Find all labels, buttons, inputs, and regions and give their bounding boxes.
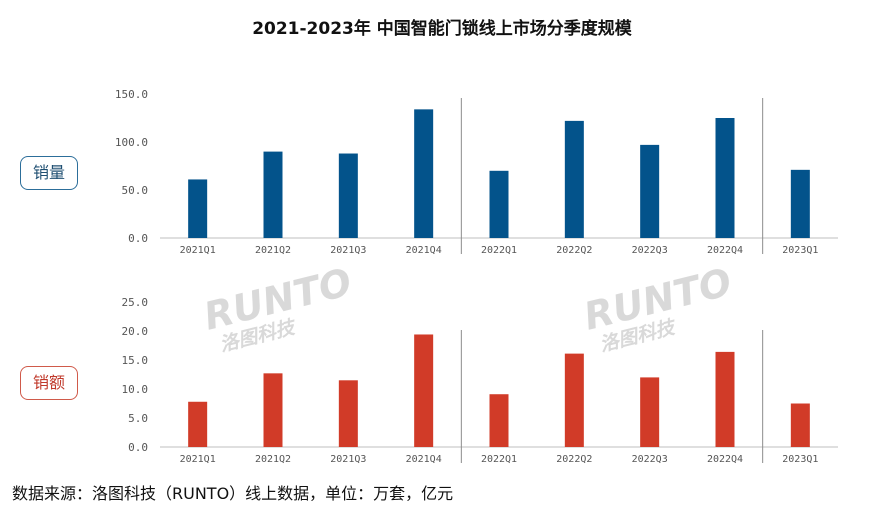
revenue-label: 销额 (20, 366, 78, 400)
bar-2022q4 (715, 118, 735, 238)
bar-2022q3 (640, 377, 660, 447)
y-tick-label: 25.0 (122, 296, 149, 309)
bar-2022q1 (489, 394, 509, 447)
x-tick-label: 2023Q1 (782, 245, 818, 256)
chart-title: 2021-2023年 中国智能门锁线上市场分季度规模 (252, 19, 632, 39)
sales-label: 销量 (20, 156, 78, 190)
y-tick-label: 150.0 (115, 88, 148, 101)
bar-2021q3 (338, 380, 358, 447)
y-tick-label: 0.0 (128, 441, 148, 454)
bar-2023q1 (790, 169, 810, 238)
bar-2022q3 (640, 144, 660, 238)
x-tick-label: 2022Q4 (707, 454, 743, 465)
sales-panel: 0.0 50.0 100.0 150.0 2021Q1 2021Q2 2021Q3 2021Q… (115, 88, 838, 256)
bar-2022q1 (489, 170, 509, 238)
x-tick-label: 2021Q4 (406, 454, 442, 465)
x-tick-label: 2021Q1 (180, 245, 216, 256)
y-tick-label: 20.0 (122, 325, 149, 338)
x-tick-label: 2021Q4 (406, 245, 442, 256)
bar-2021q4 (414, 109, 434, 238)
bar-2023q1 (790, 403, 810, 447)
x-tick-label: 2022Q3 (632, 245, 668, 256)
bar-2021q1 (188, 179, 208, 238)
bar-2021q2 (263, 151, 283, 238)
bar-2022q2 (564, 120, 584, 238)
x-tick-label: 2022Q1 (481, 245, 517, 256)
bar-2021q3 (338, 153, 358, 238)
x-tick-label: 2022Q4 (707, 245, 743, 256)
bar-2022q4 (715, 351, 735, 447)
revenue-panel: 0.0 5.0 10.0 15.0 20.0 25.0 2021Q1 2021Q2 2021Q3… (122, 296, 838, 465)
data-source-note: 数据来源：洛图科技（RUNTO）线上数据，单位：万套，亿元 (12, 484, 454, 503)
y-tick-label: 50.0 (122, 184, 149, 197)
bar-2021q4 (414, 334, 434, 447)
bar-2022q2 (564, 353, 584, 447)
x-tick-label: 2022Q1 (481, 454, 517, 465)
y-tick-label: 5.0 (128, 412, 148, 425)
x-tick-label: 2023Q1 (782, 454, 818, 465)
x-tick-label: 2022Q2 (556, 245, 592, 256)
bar-2021q2 (263, 373, 283, 447)
x-tick-label: 2021Q3 (330, 245, 366, 256)
x-tick-label: 2021Q3 (330, 454, 366, 465)
x-tick-label: 2021Q2 (255, 245, 291, 256)
bar-2021q1 (188, 401, 208, 447)
x-tick-label: 2021Q1 (180, 454, 216, 465)
y-tick-label: 15.0 (122, 354, 149, 367)
y-tick-label: 10.0 (122, 383, 149, 396)
x-tick-label: 2021Q2 (255, 454, 291, 465)
x-tick-label: 2022Q3 (632, 454, 668, 465)
y-tick-label: 100.0 (115, 136, 148, 149)
x-tick-label: 2022Q2 (556, 454, 592, 465)
y-tick-label: 0.0 (128, 232, 148, 245)
